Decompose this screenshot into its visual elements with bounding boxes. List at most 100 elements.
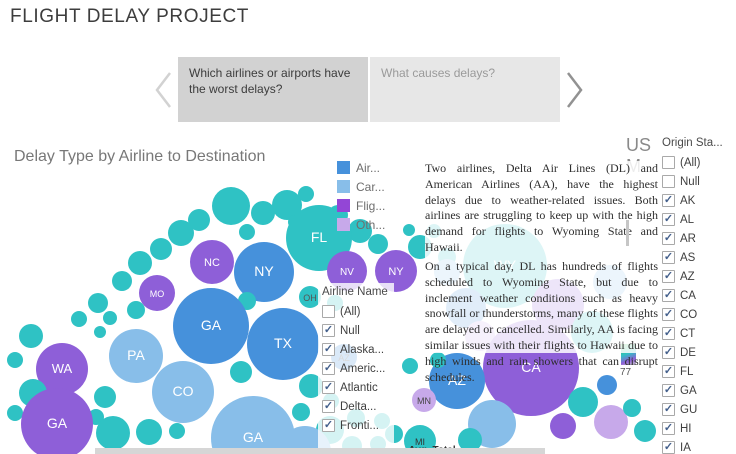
bubble-wa[interactable] [36,343,88,395]
filter-option-all[interactable]: (All) [662,153,736,172]
checkbox-checked-icon[interactable]: ✓ [662,384,675,397]
bubble-ga[interactable] [21,388,93,454]
checkbox-checked-icon[interactable]: ✓ [662,289,675,302]
filter-option-ga[interactable]: ✓ GA [662,381,736,400]
filter-option-fl[interactable]: ✓ FL [662,362,736,381]
bubble[interactable] [88,293,108,313]
bubble[interactable] [272,190,302,220]
bubble-oh[interactable] [299,286,321,308]
bubble[interactable] [71,311,87,327]
bubble[interactable] [298,186,314,202]
checkbox-checked-icon[interactable]: ✓ [662,270,675,283]
bubble-co[interactable] [152,361,214,423]
bubble[interactable] [7,405,23,421]
filter-option-as[interactable]: ✓ AS [662,248,736,267]
checkbox-checked-icon[interactable]: ✓ [662,365,675,378]
checkbox-unchecked-icon[interactable] [322,305,335,318]
bubble[interactable] [94,326,106,338]
bubble-mn[interactable] [412,388,436,412]
bubble-ny[interactable] [375,250,417,292]
bubble[interactable] [251,201,275,225]
bubble[interactable] [230,361,252,383]
legend-item[interactable]: Flig... [337,196,385,215]
bubble[interactable] [550,413,576,439]
filter-option-ak[interactable]: ✓ AK [662,191,736,210]
checkbox-checked-icon[interactable]: ✓ [322,324,335,337]
bubble[interactable] [127,301,145,319]
filter-option-de[interactable]: ✓ DE [662,343,736,362]
checkbox-checked-icon[interactable]: ✓ [662,213,675,226]
filter-option-null[interactable]: Null [662,172,736,191]
bubble-ga[interactable] [173,288,249,364]
filter-option-americ[interactable]: ✓ Americ... [322,359,394,378]
bubble[interactable] [169,423,185,439]
bubble[interactable] [96,416,130,450]
checkbox-checked-icon[interactable]: ✓ [662,422,675,435]
filter-option-all[interactable]: (All) [322,302,394,321]
bubble-az[interactable] [429,353,485,409]
bubble[interactable] [430,352,446,368]
filter-option-fronti[interactable]: ✓ Fronti... [322,416,394,435]
bubble[interactable] [136,419,162,445]
bubble-ga[interactable] [211,396,295,454]
legend-item[interactable]: Air... [337,158,385,177]
checkbox-checked-icon[interactable]: ✓ [322,419,335,432]
bubble[interactable] [403,224,415,236]
bubble[interactable] [623,399,641,417]
filter-option-ca[interactable]: ✓ CA [662,286,736,305]
checkbox-checked-icon[interactable]: ✓ [662,194,675,207]
bubble[interactable] [112,271,132,291]
bubble[interactable] [634,420,656,442]
bubble[interactable] [239,224,255,240]
checkbox-checked-icon[interactable]: ✓ [662,251,675,264]
filter-option-null[interactable]: ✓ Null [322,321,394,340]
story-caption-causes[interactable]: What causes delays? [370,57,560,122]
filter-option-hi[interactable]: ✓ HI [662,419,736,438]
story-caption-worst-delays[interactable]: Which airlines or airports have the wors… [178,57,368,122]
bubble[interactable] [188,209,210,231]
legend-item[interactable]: Oth... [337,215,385,234]
checkbox-unchecked-icon[interactable] [662,156,675,169]
checkbox-checked-icon[interactable]: ✓ [662,346,675,359]
checkbox-unchecked-icon[interactable] [662,175,675,188]
filter-option-al[interactable]: ✓ AL [662,210,736,229]
filter-option-ia[interactable]: ✓ IA [662,438,736,454]
bubble[interactable] [368,234,388,254]
bubble[interactable] [128,251,152,275]
bubble[interactable] [7,352,23,368]
checkbox-checked-icon[interactable]: ✓ [662,308,675,321]
bubble[interactable] [292,403,310,421]
bubble[interactable] [402,358,418,374]
filter-option-alaska[interactable]: ✓ Alaska... [322,340,394,359]
bubble[interactable] [150,238,172,260]
filter-option-ct[interactable]: ✓ CT [662,324,736,343]
filter-option-co[interactable]: ✓ CO [662,305,736,324]
story-prev-button[interactable] [151,68,175,117]
checkbox-checked-icon[interactable]: ✓ [662,403,675,416]
bubble-ny[interactable] [234,242,294,302]
bubble[interactable] [103,311,117,325]
checkbox-checked-icon[interactable]: ✓ [322,362,335,375]
checkbox-checked-icon[interactable]: ✓ [662,232,675,245]
checkbox-checked-icon[interactable]: ✓ [662,327,675,340]
filter-option-gu[interactable]: ✓ GU [662,400,736,419]
bubble[interactable] [458,428,482,452]
bubble-tx[interactable] [247,308,319,380]
bubble[interactable] [568,387,598,417]
bubble-pa[interactable] [109,329,163,383]
checkbox-checked-icon[interactable]: ✓ [322,381,335,394]
checkbox-checked-icon[interactable]: ✓ [662,441,675,454]
filter-option-ar[interactable]: ✓ AR [662,229,736,248]
bubble-nc[interactable] [190,240,234,284]
filter-option-delta[interactable]: ✓ Delta... [322,397,394,416]
scrollbar-thumb[interactable] [626,220,629,246]
bubble[interactable] [168,220,194,246]
bubble[interactable] [279,426,331,454]
filter-option-az[interactable]: ✓ AZ [662,267,736,286]
checkbox-checked-icon[interactable]: ✓ [322,400,335,413]
bubble-mo[interactable] [139,275,175,311]
legend-item[interactable]: Car... [337,177,385,196]
story-next-button[interactable] [563,68,587,117]
bubble-fl[interactable] [286,205,352,271]
filter-option-atlantic[interactable]: ✓ Atlantic [322,378,394,397]
